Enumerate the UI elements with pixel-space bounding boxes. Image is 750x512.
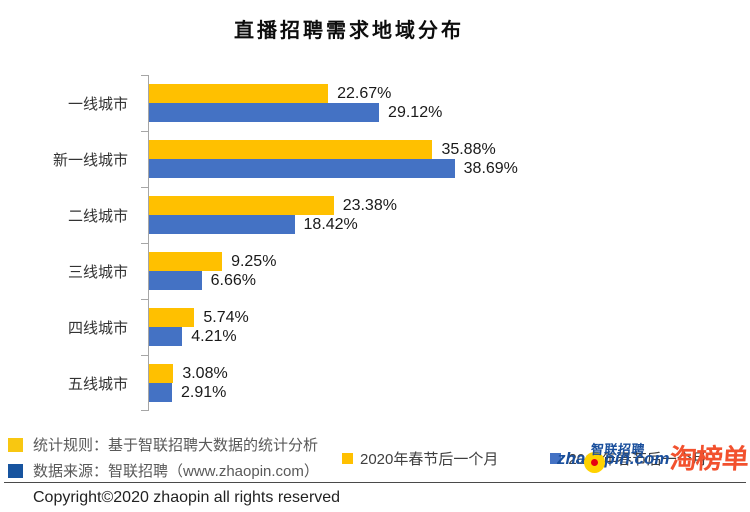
bar-value-label: 5.74% (203, 308, 249, 326)
bar-line: 35.88% (149, 140, 750, 159)
bar-series-2 (149, 159, 455, 178)
bar-value-label: 6.66% (210, 271, 256, 289)
taobangdan-logo: 淘榜单 (668, 444, 749, 474)
legend-swatch-blue (550, 453, 562, 464)
bar-line: 5.74% (149, 308, 750, 327)
bar-series-1 (149, 308, 195, 327)
bar-value-label: 29.12% (388, 103, 443, 121)
category-label: 五线城市 (67, 375, 128, 393)
category-bars: 3.08% 2.91% (148, 355, 750, 411)
bar-line: 38.69% (149, 159, 750, 178)
category-label: 二线城市 (67, 207, 128, 225)
footnote-stat-rule-text: 统计规则：基于智联招聘大数据的统计分析 (33, 437, 319, 454)
copyright: Copyright©2020 zhaopin all rights reserv… (33, 489, 341, 506)
bar-series-1 (149, 84, 329, 103)
footnote-data-source: 数据来源：智联招聘（www.zhaopin.com） (8, 460, 319, 481)
bar-chart: 一线城市 22.67% 29.12% 新一线城市 35.88% 38.69% 二线城市 23.… (0, 75, 750, 468)
bar-series-1 (149, 196, 334, 215)
footer-divider (4, 482, 746, 483)
chart-row: 五线城市 3.08% 2.91% (0, 355, 750, 411)
chart-row: 新一线城市 35.88% 38.69% (0, 131, 750, 187)
bar-series-1 (149, 140, 433, 159)
category-label: 四线城市 (67, 319, 128, 337)
category-bars: 22.67% 29.12% (148, 75, 750, 131)
chart-row: 一线城市 22.67% 29.12% (0, 75, 750, 131)
bar-value-label: 4.21% (191, 327, 237, 345)
bar-line: 3.08% (149, 364, 750, 383)
blue-square-icon (8, 463, 23, 478)
bar-line: 18.42% (149, 215, 750, 234)
zhaopin-logo-suffix: pin.com (604, 448, 670, 468)
category-bars: 23.38% 18.42% (148, 187, 750, 243)
category-label: 一线城市 (67, 95, 128, 113)
bar-value-label: 2.91% (180, 383, 227, 401)
footnotes: 统计规则：基于智联招聘大数据的统计分析 数据来源：智联招聘（www.zhaopi… (8, 434, 319, 486)
bar-value-label: 18.42% (303, 215, 358, 233)
bar-value-label: 22.67% (337, 84, 392, 102)
bar-series-1 (149, 252, 223, 271)
zhaopin-logo-prefix: zha (557, 448, 586, 468)
footnote-stat-rule: 统计规则：基于智联招聘大数据的统计分析 (8, 434, 319, 455)
chart-row: 三线城市 9.25% 6.66% (0, 243, 750, 299)
bar-value-label: 38.69% (463, 159, 518, 177)
bar-series-2 (149, 271, 202, 290)
bar-series-2 (149, 215, 295, 234)
bar-line: 6.66% (149, 271, 750, 290)
bar-line: 22.67% (149, 84, 750, 103)
zhaopin-ball-icon (584, 452, 606, 473)
chart-title: 直播招聘需求地域分布 (234, 20, 464, 42)
bar-series-2 (149, 103, 380, 122)
category-label: 三线城市 (67, 263, 128, 281)
chart-plot-area: 一线城市 22.67% 29.12% 新一线城市 35.88% 38.69% 二线城市 23.… (0, 75, 750, 411)
bar-line: 9.25% (149, 252, 750, 271)
legend-item-2020: 2020年春节后一个月 (342, 448, 498, 469)
category-label: 新一线城市 (52, 151, 128, 169)
bar-value-label: 35.88% (441, 140, 496, 158)
bar-series-1 (149, 364, 174, 383)
zhaopin-cn-logo: 智联招聘 (590, 442, 646, 457)
category-bars: 9.25% 6.66% (148, 243, 750, 299)
category-bars: 5.74% 4.21% (148, 299, 750, 355)
chart-row: 四线城市 5.74% 4.21% (0, 299, 750, 355)
chart-row: 二线城市 23.38% 18.42% (0, 187, 750, 243)
legend-label-2020: 2020年春节后一个月 (360, 451, 499, 468)
bar-value-label: 23.38% (342, 196, 397, 214)
bar-series-2 (149, 383, 172, 402)
yellow-square-icon (8, 437, 23, 452)
bar-series-2 (149, 327, 183, 346)
bar-line: 2.91% (149, 383, 750, 402)
bar-line: 4.21% (149, 327, 750, 346)
bar-line: 23.38% (149, 196, 750, 215)
footnote-data-source-text: 数据来源：智联招聘（www.zhaopin.com） (33, 463, 319, 480)
legend-swatch-yellow (342, 453, 353, 464)
category-bars: 35.88% 38.69% (148, 131, 750, 187)
zhaopin-ball-dot-icon (591, 459, 599, 466)
zhaopin-logo: zha pin.com (557, 448, 670, 473)
bar-value-label: 3.08% (182, 364, 228, 382)
bar-value-label: 9.25% (231, 252, 277, 270)
bar-line: 29.12% (149, 103, 750, 122)
